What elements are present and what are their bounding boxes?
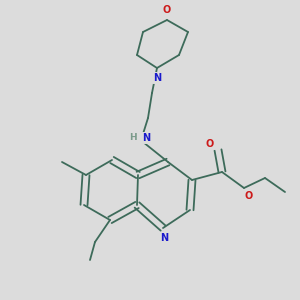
Text: N: N xyxy=(142,133,150,143)
Text: N: N xyxy=(153,73,161,83)
Text: O: O xyxy=(206,139,214,149)
Text: O: O xyxy=(163,5,171,15)
Text: O: O xyxy=(245,191,253,201)
Text: H: H xyxy=(129,134,137,142)
Text: N: N xyxy=(160,233,168,243)
